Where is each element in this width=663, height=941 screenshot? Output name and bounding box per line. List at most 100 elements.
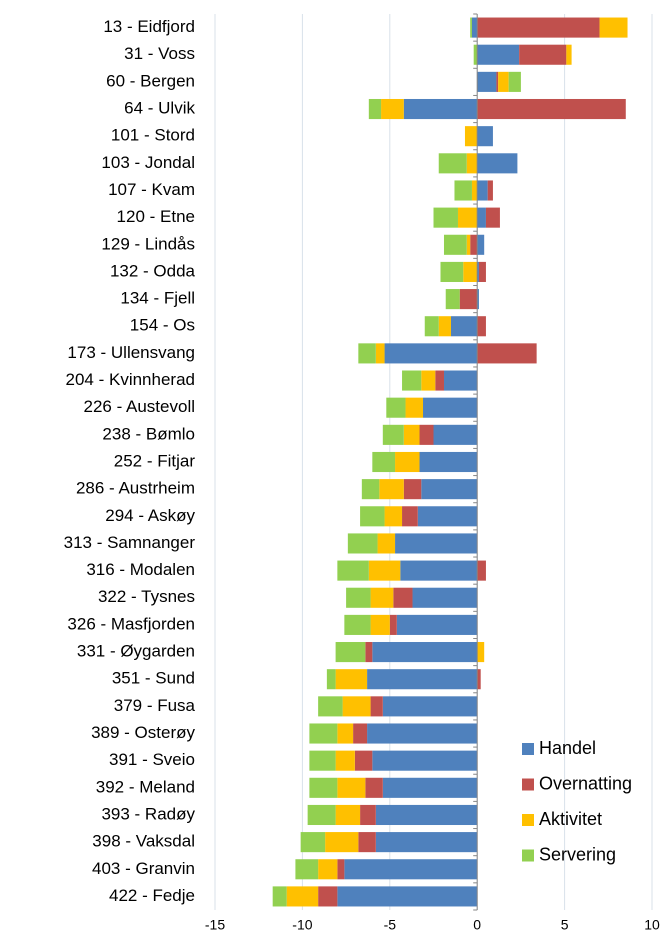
bar-segment [508, 71, 521, 92]
bar-segment [318, 886, 338, 907]
bar-segment [382, 777, 478, 798]
legend-label: Aktivitet [539, 809, 602, 829]
bar-segment [450, 316, 478, 337]
y-tick-label: 398 - Vaksdal [92, 832, 195, 851]
bar-segment [384, 343, 478, 364]
bar-segment [358, 832, 376, 853]
legend-swatch [522, 849, 534, 862]
bar-segment [454, 180, 472, 201]
bar-segment [445, 289, 460, 310]
bar-segment [477, 153, 518, 174]
y-tick-label: 316 - Modalen [86, 560, 195, 579]
bar-segment [477, 126, 493, 147]
y-tick-label: 101 - Stord [111, 126, 195, 145]
bar-segment [421, 370, 436, 391]
bar-segment [477, 71, 497, 92]
bar-segment [342, 696, 371, 717]
bar-segment [335, 669, 368, 690]
bar-segment [403, 98, 478, 120]
y-tick-label: 252 - Fitjar [114, 451, 196, 470]
bar-segment [372, 750, 478, 771]
bar-segment [318, 859, 338, 880]
bar-segment [440, 261, 464, 282]
bar-segment [459, 289, 478, 310]
bar-segment [365, 642, 373, 663]
bar-segment [421, 479, 478, 500]
bar-segment [372, 451, 396, 473]
bar-segment [435, 370, 444, 391]
bar-segment [309, 723, 338, 744]
bar-segment [375, 804, 478, 826]
y-tick-label: 31 - Voss [124, 44, 195, 63]
x-tick-label: 0 [473, 917, 481, 933]
y-tick-label: 326 - Masfjorden [67, 614, 195, 633]
bar-segment [419, 424, 434, 445]
bar-segment [424, 316, 439, 337]
bar-segment [519, 44, 567, 65]
y-tick-label: 134 - Fjell [120, 289, 195, 308]
bar-segment [473, 44, 478, 65]
bar-segment [477, 44, 520, 65]
bar-segment [403, 424, 420, 445]
bar-segment [344, 614, 371, 635]
x-tick-label: 10 [644, 917, 660, 933]
bar-segment [402, 370, 422, 391]
y-tick-label: 13 - Eidfjord [103, 17, 195, 36]
y-tick-label: 331 - Øygarden [77, 642, 195, 661]
bar-segment [337, 723, 354, 744]
y-tick-label: 173 - Ullensvang [67, 343, 195, 362]
y-tick-label: 403 - Granvin [92, 859, 195, 878]
legend-label: Overnatting [539, 773, 632, 793]
legend-label: Servering [539, 844, 616, 864]
y-tick-label: 391 - Sveio [109, 750, 195, 769]
bar-segment [395, 451, 420, 473]
bar-segment [466, 153, 478, 174]
x-tick-label: -5 [384, 917, 397, 933]
y-tick-label: 132 - Odda [110, 261, 196, 280]
bar-segment [477, 234, 485, 255]
y-tick-label: 351 - Sund [112, 669, 195, 688]
bar-segment [365, 777, 383, 798]
bar-segment [477, 180, 488, 201]
bar-segment [346, 587, 371, 608]
bar-segment [400, 560, 478, 581]
bar-segment [438, 316, 451, 337]
bar-segment [368, 560, 401, 581]
bar-segment [403, 479, 422, 500]
y-tick-label: 379 - Fusa [114, 696, 196, 715]
bar-segment [417, 506, 478, 527]
bar-segment [377, 533, 396, 554]
bar-segment [344, 859, 478, 880]
y-tick-label: 60 - Bergen [106, 71, 195, 90]
bar-segment [309, 750, 336, 771]
bar-segment [457, 207, 478, 228]
bar-segment [477, 560, 486, 581]
y-tick-label: 393 - Radøy [101, 804, 195, 823]
bar-segment [419, 451, 478, 473]
bar-segment [396, 614, 478, 635]
y-tick-label: 154 - Os [130, 316, 195, 335]
bar-segment [309, 777, 338, 798]
bar-segment [307, 804, 336, 826]
bar-segment [477, 98, 626, 120]
bar-segment [347, 533, 378, 554]
bar-segment [433, 207, 458, 228]
x-tick-label: 5 [561, 917, 569, 933]
bar-segment [337, 777, 366, 798]
bar-segment [375, 832, 478, 853]
bar-segment [464, 126, 478, 147]
y-tick-label: 64 - Ulvik [124, 99, 195, 118]
bar-segment [286, 886, 319, 907]
y-tick-label: 422 - Fedje [109, 886, 195, 905]
bar-segment [360, 804, 376, 826]
bar-segment [272, 886, 287, 907]
bar-segment [487, 180, 493, 201]
y-tick-label: 286 - Austrheim [76, 479, 195, 498]
bar-segment [470, 234, 478, 255]
bar-segment [382, 424, 404, 445]
bar-segment [337, 886, 478, 907]
bar-segment [382, 696, 478, 717]
bar-segment [496, 71, 499, 92]
bar-segment [395, 533, 478, 554]
